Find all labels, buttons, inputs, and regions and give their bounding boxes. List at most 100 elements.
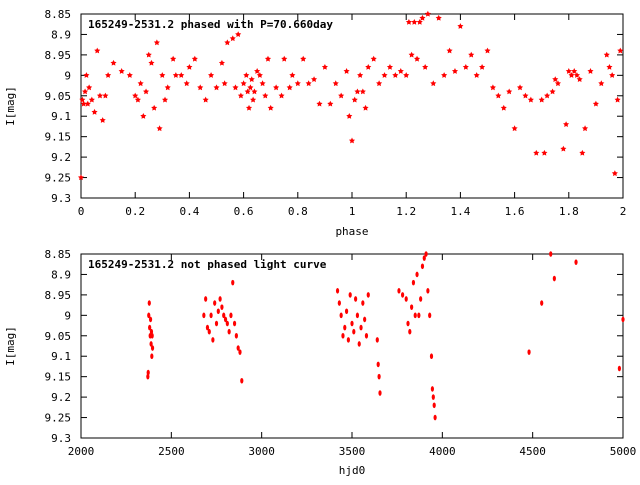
data-point bbox=[164, 84, 171, 91]
y-tick-label: 9.15 bbox=[45, 131, 72, 144]
data-point bbox=[251, 88, 258, 95]
x-tick-label: 1.8 bbox=[559, 205, 579, 218]
data-point bbox=[220, 304, 224, 310]
data-point bbox=[335, 288, 340, 294]
data-point bbox=[432, 402, 436, 409]
data-point bbox=[202, 312, 206, 319]
data-point bbox=[366, 292, 370, 298]
data-point bbox=[354, 296, 358, 302]
data-point bbox=[232, 320, 237, 327]
x-tick-label: 2 bbox=[620, 205, 627, 218]
data-point bbox=[408, 328, 412, 335]
y-tick-label: 8.95 bbox=[45, 49, 72, 62]
data-point bbox=[88, 96, 95, 103]
y-tick-label: 9.2 bbox=[51, 151, 71, 164]
data-point bbox=[278, 92, 285, 99]
data-point bbox=[156, 125, 163, 132]
data-point bbox=[587, 68, 594, 74]
y-axis-label: I[mag] bbox=[4, 326, 17, 366]
data-point bbox=[416, 18, 423, 25]
data-point bbox=[159, 72, 166, 78]
data-point bbox=[150, 353, 154, 360]
data-point bbox=[211, 337, 215, 343]
y-tick-label: 9 bbox=[64, 309, 71, 322]
data-point bbox=[415, 271, 419, 278]
data-point bbox=[350, 320, 354, 327]
y-tick-label: 9.3 bbox=[51, 192, 71, 205]
data-point bbox=[256, 72, 263, 78]
data-point bbox=[606, 63, 613, 70]
data-point bbox=[105, 72, 112, 78]
data-point bbox=[289, 72, 296, 78]
y-tick-label: 9.3 bbox=[51, 432, 71, 445]
data-point bbox=[381, 72, 388, 78]
x-tick-label: 3500 bbox=[339, 445, 366, 458]
data-point bbox=[264, 55, 272, 62]
x-tick-label: 1.2 bbox=[396, 205, 416, 218]
data-point bbox=[397, 288, 401, 294]
data-point bbox=[172, 72, 179, 78]
data-point bbox=[422, 255, 426, 261]
data-point bbox=[614, 96, 621, 103]
data-point bbox=[354, 88, 361, 95]
data-point bbox=[151, 104, 158, 111]
data-point bbox=[223, 316, 228, 323]
data-point bbox=[243, 72, 250, 78]
data-point bbox=[84, 100, 91, 107]
data-point bbox=[343, 68, 350, 74]
data-point bbox=[355, 312, 360, 319]
data-point bbox=[145, 51, 152, 58]
data-point bbox=[500, 104, 507, 111]
data-point bbox=[140, 113, 147, 119]
data-point bbox=[375, 337, 379, 343]
data-point bbox=[574, 259, 578, 265]
data-point bbox=[408, 51, 415, 58]
y-tick-label: 9.2 bbox=[51, 391, 71, 404]
data-point bbox=[137, 80, 144, 87]
x-tick-label: 0 bbox=[78, 205, 85, 218]
data-point bbox=[207, 328, 211, 335]
data-point bbox=[568, 72, 575, 78]
data-point bbox=[404, 296, 408, 302]
data-point bbox=[598, 80, 605, 87]
data-point bbox=[359, 324, 363, 331]
x-tick-label: 0.8 bbox=[288, 205, 308, 218]
y-tick-label: 8.95 bbox=[45, 289, 72, 302]
y-tick-label: 9.05 bbox=[45, 330, 72, 343]
data-point bbox=[254, 68, 261, 74]
data-point bbox=[248, 76, 255, 83]
data-point bbox=[213, 300, 217, 306]
y-tick-label: 8.9 bbox=[51, 28, 71, 41]
data-point bbox=[191, 55, 198, 62]
data-point bbox=[544, 92, 551, 99]
data-point bbox=[259, 80, 266, 87]
data-point bbox=[118, 68, 125, 74]
data-point bbox=[91, 108, 98, 115]
data-point bbox=[343, 324, 347, 331]
data-point bbox=[96, 92, 104, 99]
data-point bbox=[235, 31, 242, 38]
data-point bbox=[377, 373, 381, 380]
data-point bbox=[457, 23, 464, 29]
data-point bbox=[143, 88, 150, 95]
data-point bbox=[386, 63, 393, 70]
data-point bbox=[410, 304, 414, 310]
data-point bbox=[209, 312, 213, 319]
data-point bbox=[231, 279, 235, 286]
data-point bbox=[424, 10, 431, 17]
data-point bbox=[149, 341, 153, 347]
data-point bbox=[617, 47, 624, 54]
data-point bbox=[533, 149, 540, 156]
data-point bbox=[132, 92, 139, 99]
y-tick-label: 9.25 bbox=[45, 412, 72, 425]
data-point bbox=[422, 63, 429, 70]
data-point bbox=[240, 80, 247, 87]
data-point bbox=[240, 377, 244, 384]
data-point bbox=[554, 80, 561, 87]
x-tick-label: 0.2 bbox=[125, 205, 145, 218]
data-point bbox=[361, 300, 365, 306]
data-point bbox=[305, 80, 312, 87]
data-point bbox=[617, 365, 621, 372]
data-point bbox=[150, 345, 155, 351]
plot-frame bbox=[80, 13, 624, 199]
